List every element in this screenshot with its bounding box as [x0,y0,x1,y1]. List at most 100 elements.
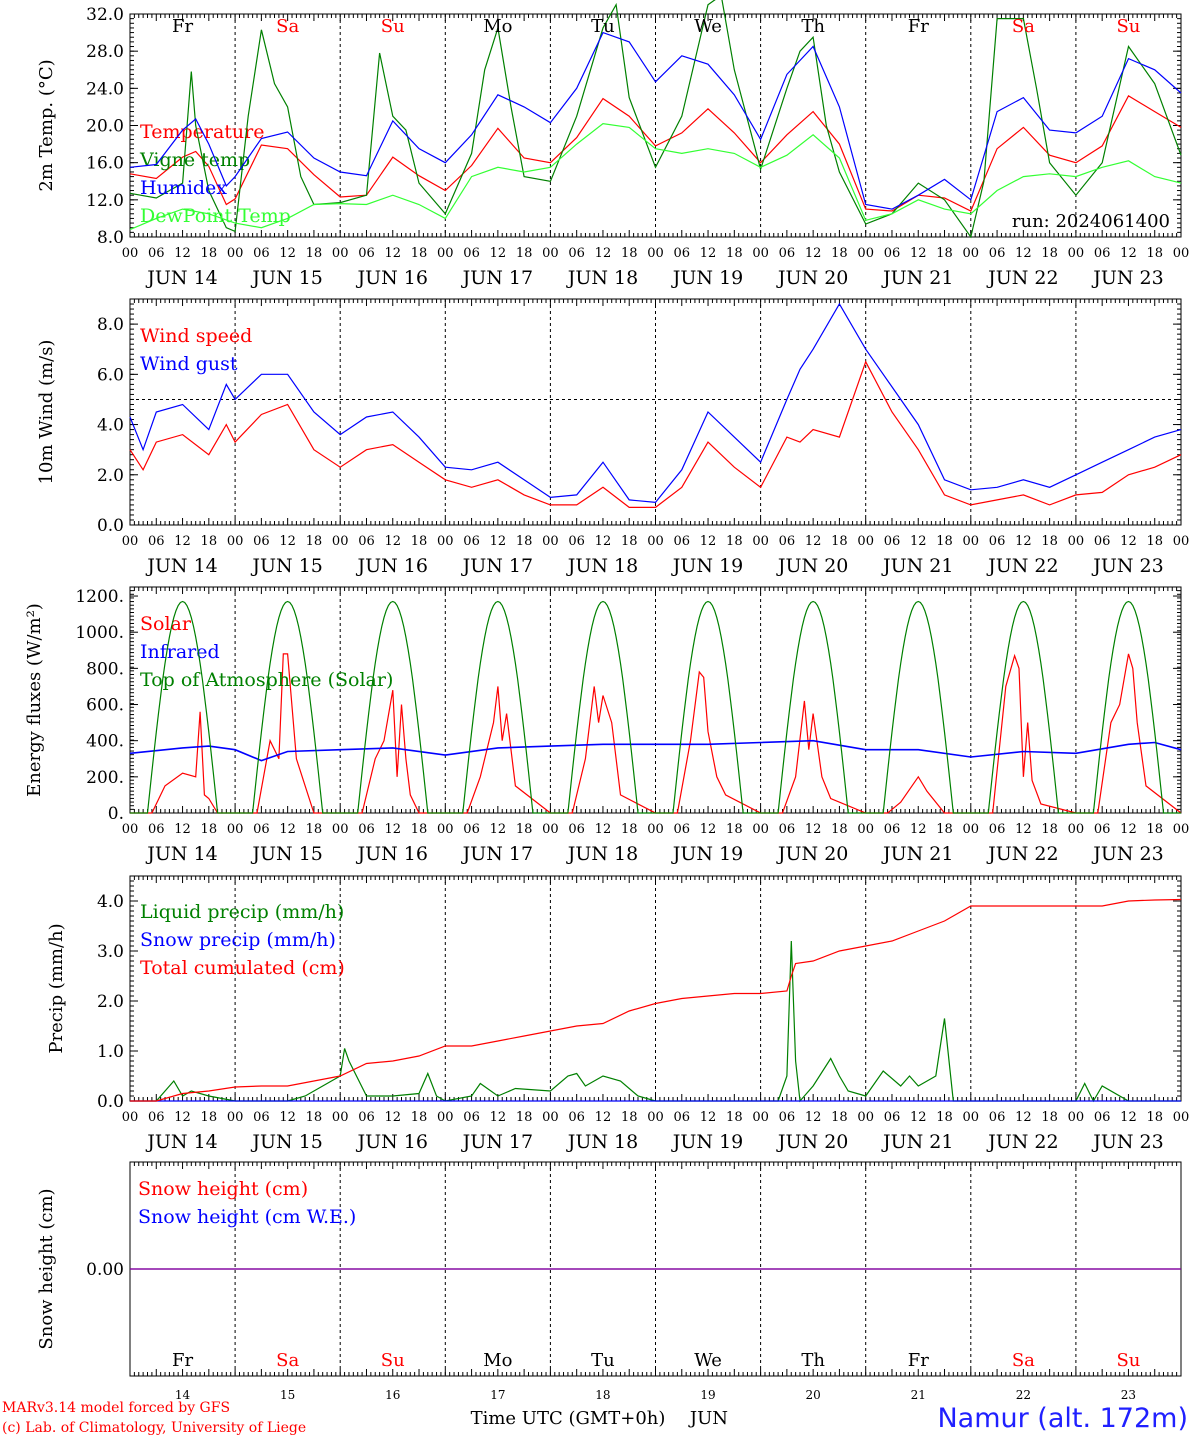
date-label: JUN 19 [671,843,743,865]
hour-tick-label: 00 [227,1110,244,1125]
legend-entry: Total cumulated (cm) [140,957,345,979]
hour-tick-label: 06 [463,534,480,549]
hour-tick-label: 18 [201,534,218,549]
hour-tick-label: 06 [674,534,691,549]
hour-tick-label: 18 [516,246,533,261]
date-label: JUN 18 [566,1131,638,1153]
y-tick-label: 0.0 [97,1092,124,1112]
hour-tick-label: 18 [936,1110,953,1125]
hour-tick-label: 00 [437,822,454,837]
hour-tick-label: 06 [358,246,375,261]
date-label: JUN 20 [776,555,848,577]
hour-tick-label: 06 [989,246,1006,261]
series-line-wind-speed [129,360,1182,508]
y-axis-label: 2m Temp. (°C) [36,59,57,191]
weekday-label: Su [1116,1350,1140,1371]
weekday-label: Mo [483,16,512,37]
date-label: JUN 20 [776,843,848,865]
hour-tick-label: 00 [647,534,664,549]
hour-tick-label: 00 [1173,534,1190,549]
date-label: JUN 19 [671,267,743,289]
date-label: JUN 22 [986,843,1058,865]
hour-tick-label: 12 [174,1110,191,1125]
day-number-label: 19 [700,1388,715,1402]
y-tick-label: 20.0 [86,117,124,137]
weekday-label: Th [801,1350,825,1371]
series-line-humidex [129,31,1182,210]
hour-tick-label: 00 [1068,246,1085,261]
weekday-label: Fr [908,16,929,37]
hour-tick-label: 06 [884,822,901,837]
hour-tick-label: 18 [201,822,218,837]
y-tick-label: 3.0 [97,942,124,962]
day-number-label: 21 [911,1388,926,1402]
y-tick-label: 6.0 [97,365,124,385]
hour-tick-label: 00 [1173,246,1190,261]
hour-tick-label: 06 [148,1110,165,1125]
hour-tick-label: 18 [621,1110,638,1125]
y-tick-label: 2.0 [97,992,124,1012]
hour-tick-label: 00 [647,1110,664,1125]
hour-tick-label: 12 [700,822,717,837]
hour-tick-label: 06 [1094,246,1111,261]
weekday-label: Fr [172,1350,193,1371]
hour-tick-label: 12 [805,822,822,837]
date-label: JUN 21 [881,267,953,289]
date-label: JUN 15 [250,555,322,577]
day-number-label: 17 [490,1388,505,1402]
hour-tick-label: 18 [411,822,428,837]
hour-tick-label: 12 [384,822,401,837]
series-line-total-cumulated-cm- [130,898,1182,1102]
hour-tick-label: 18 [831,534,848,549]
y-tick-label: 24.0 [86,79,124,99]
station-name: Namur (alt. 172m) [937,1403,1188,1434]
day-number-label: 18 [595,1388,610,1402]
day-number-label: 15 [280,1388,295,1402]
hour-tick-label: 12 [384,534,401,549]
series-line-temperature [129,94,1182,212]
hour-tick-label: 18 [831,822,848,837]
hour-tick-label: 00 [752,1110,769,1125]
legend-entry: DewPoint Temp [140,205,291,227]
hour-tick-label: 12 [384,246,401,261]
weekday-label: Fr [908,1350,929,1371]
day-number-label: 23 [1121,1388,1136,1402]
hour-tick-label: 00 [332,1110,349,1125]
hour-tick-label: 12 [910,1110,927,1125]
hour-tick-label: 06 [568,822,585,837]
hour-tick-label: 00 [122,534,139,549]
day-number-label: 20 [806,1388,821,1402]
y-tick-label: 0.0 [97,516,124,536]
series-line-wind-gust [129,302,1182,504]
weekday-label: Sa [1012,16,1035,37]
hour-tick-label: 06 [1094,534,1111,549]
hour-tick-label: 12 [490,534,507,549]
hour-tick-label: 06 [358,1110,375,1125]
hour-tick-label: 06 [779,246,796,261]
hour-tick-label: 00 [1173,822,1190,837]
y-tick-label: 8.0 [97,228,124,248]
hour-tick-label: 18 [1041,246,1058,261]
hour-tick-label: 12 [1015,822,1032,837]
date-label: JUN 14 [145,843,217,865]
hour-tick-label: 00 [122,1110,139,1125]
hour-tick-label: 00 [227,534,244,549]
date-label: JUN 15 [250,843,322,865]
hour-tick-label: 06 [148,246,165,261]
hour-tick-label: 06 [989,534,1006,549]
hour-tick-label: 00 [647,246,664,261]
hour-tick-label: 12 [700,534,717,549]
hour-tick-label: 00 [437,1110,454,1125]
hour-tick-label: 06 [989,822,1006,837]
hour-tick-label: 00 [857,1110,874,1125]
hour-tick-label: 00 [752,534,769,549]
hour-tick-label: 18 [201,246,218,261]
run-label: run: 2024061400 [1012,211,1170,232]
hour-tick-label: 12 [490,246,507,261]
hour-tick-label: 06 [463,822,480,837]
date-label: JUN 17 [461,1131,533,1153]
day-number-label: 22 [1016,1388,1031,1402]
hour-tick-label: 18 [516,534,533,549]
hour-tick-label: 00 [1068,822,1085,837]
legend-entry: Vigne temp [139,149,250,171]
